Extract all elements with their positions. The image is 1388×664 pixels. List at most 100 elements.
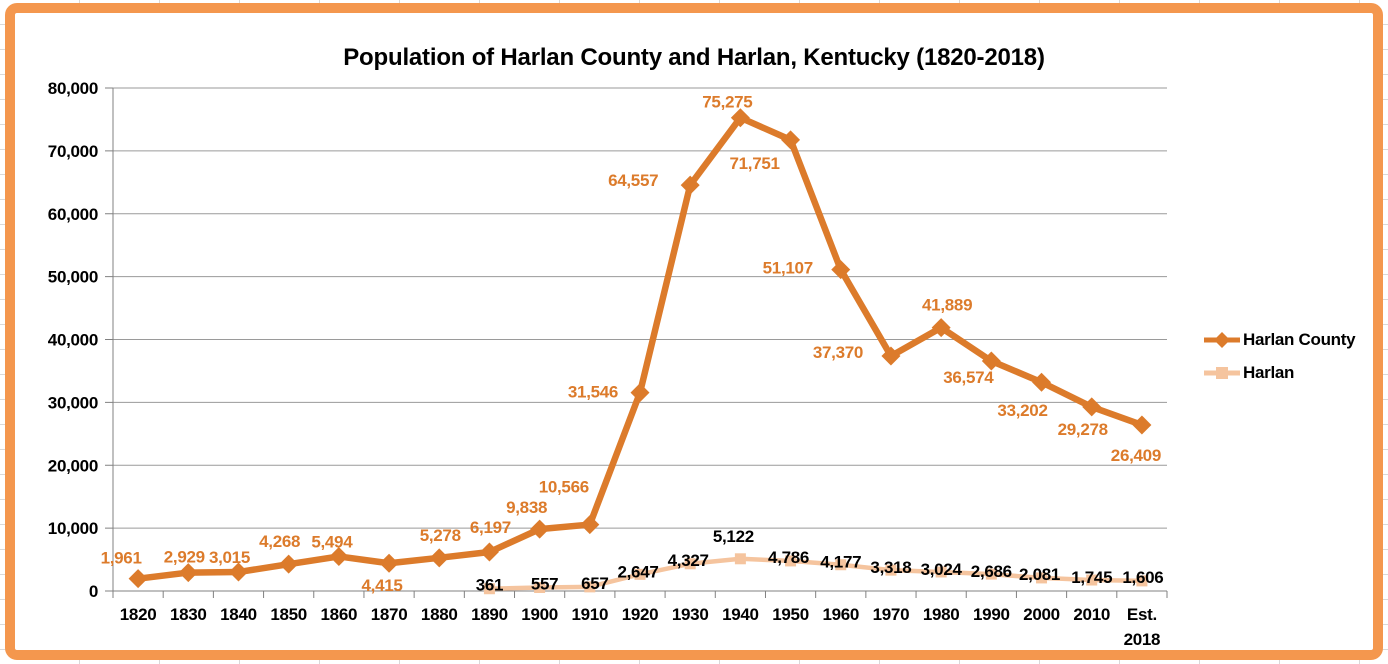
- x-axis-label: 1900: [521, 605, 558, 624]
- data-point-harlan: [1136, 575, 1148, 587]
- data-point-harlan: [584, 581, 596, 593]
- data-point-harlan-county: [831, 260, 851, 280]
- data-point-harlan-county: [931, 318, 951, 338]
- data-label-harlan-county: 71,751: [729, 154, 779, 173]
- data-point-harlan: [483, 583, 495, 595]
- data-label-harlan-county: 29,278: [1058, 420, 1108, 439]
- data-point-harlan: [734, 553, 746, 565]
- data-point-harlan: [1086, 574, 1098, 586]
- x-axis-label: 1890: [471, 605, 508, 624]
- legend-marker-harlan-icon: [1204, 367, 1240, 379]
- data-label-harlan: 2,081: [1019, 565, 1060, 584]
- data-label-harlan-county: 6,197: [470, 518, 511, 537]
- data-point-harlan: [634, 568, 646, 580]
- legend-label-harlan-county: Harlan County: [1243, 330, 1356, 349]
- y-axis-label: 30,000: [48, 393, 98, 412]
- x-axis-label: 1950: [772, 605, 809, 624]
- y-axis-label: 10,000: [48, 519, 98, 538]
- x-axis-label: 1960: [822, 605, 859, 624]
- data-label-harlan-county: 31,546: [568, 383, 618, 402]
- data-point-harlan: [785, 555, 797, 567]
- data-label-harlan-county: 37,370: [813, 343, 863, 362]
- chart-title: Population of Harlan County and Harlan, …: [343, 44, 1045, 71]
- data-point-harlan-county: [479, 542, 499, 562]
- legend-marker-harlan-county-icon: [1204, 332, 1240, 348]
- data-point-harlan-county: [178, 563, 198, 583]
- data-label-harlan-county: 26,409: [1111, 446, 1161, 465]
- series-line-harlan: [487, 556, 1145, 591]
- data-label-harlan: 2,686: [971, 562, 1012, 581]
- x-axis-label: 1970: [873, 605, 910, 624]
- data-label-harlan: 3,318: [870, 558, 911, 577]
- data-label-harlan: 657: [581, 574, 608, 593]
- data-label-harlan-county: 3,015: [209, 548, 250, 567]
- data-point-harlan-county: [981, 351, 1001, 371]
- x-axis-label: 1850: [270, 605, 307, 624]
- x-axis-label: 1940: [722, 605, 759, 624]
- data-point-harlan-county: [429, 548, 449, 568]
- x-axis-label: 1880: [421, 605, 458, 624]
- data-label-harlan: 1,745: [1071, 568, 1112, 587]
- data-point-harlan-county: [781, 130, 801, 150]
- data-label-harlan-county: 75,275: [702, 93, 752, 112]
- x-axis-label: 2000: [1023, 605, 1060, 624]
- chart-object-frame[interactable]: [5, 3, 1383, 660]
- data-point-harlan-county: [1082, 397, 1102, 417]
- y-axis-label: 20,000: [48, 456, 98, 475]
- legend-label-harlan: Harlan: [1243, 363, 1295, 382]
- y-axis-label: 80,000: [48, 79, 98, 98]
- data-label-harlan-county: 2,929: [164, 548, 205, 567]
- data-label-harlan: 4,177: [820, 553, 861, 572]
- data-label-harlan: 4,327: [668, 551, 709, 570]
- legend-entry-harlan: Harlan: [1203, 362, 1355, 384]
- data-label-harlan-county: 33,202: [997, 401, 1047, 420]
- data-point-harlan-county: [329, 546, 349, 566]
- data-point-harlan: [885, 564, 897, 576]
- data-label-harlan: 5,122: [713, 527, 754, 546]
- x-axis-label: 1910: [571, 605, 608, 624]
- y-axis-label: 0: [89, 582, 98, 601]
- data-point-harlan-county: [228, 562, 248, 582]
- x-axis-label: 1920: [622, 605, 659, 624]
- data-label-harlan-county: 5,278: [420, 526, 461, 545]
- x-axis-label: 2010: [1073, 605, 1110, 624]
- data-label-harlan-county: 36,574: [943, 368, 994, 387]
- y-axis-label: 50,000: [48, 268, 98, 287]
- x-axis-label: 1930: [672, 605, 709, 624]
- y-axis-label: 40,000: [48, 331, 98, 350]
- data-point-harlan: [985, 568, 997, 580]
- data-label-harlan-county: 4,268: [259, 532, 300, 551]
- data-point-harlan-county: [379, 553, 399, 573]
- data-point-harlan-county: [580, 515, 600, 535]
- y-axis-label: 60,000: [48, 205, 98, 224]
- data-label-harlan-county: 10,566: [539, 478, 589, 497]
- data-label-harlan-county: 64,557: [608, 171, 658, 190]
- data-label-harlan-county: 51,107: [763, 259, 813, 278]
- x-axis-label: 1980: [923, 605, 960, 624]
- legend-entry-harlan-county: Harlan County: [1203, 329, 1356, 351]
- data-label-harlan-county: 5,494: [311, 532, 353, 551]
- data-point-harlan-county: [530, 519, 550, 539]
- x-axis-label: 1830: [170, 605, 207, 624]
- x-axis-label: 1870: [371, 605, 408, 624]
- data-point-harlan-county: [1032, 372, 1052, 392]
- data-label-harlan: 361: [476, 576, 503, 595]
- x-axis-label: 1820: [120, 605, 157, 624]
- data-point-harlan-county: [630, 383, 650, 403]
- y-axis-label: 70,000: [48, 142, 98, 161]
- data-label-harlan-county: 41,889: [922, 296, 972, 315]
- data-label-harlan: 2,647: [617, 562, 658, 581]
- data-point-harlan-county: [279, 554, 299, 574]
- data-label-harlan-county: 4,415: [362, 576, 403, 595]
- data-point-harlan-county: [128, 569, 148, 589]
- data-point-harlan: [1036, 572, 1048, 584]
- x-axis-label: 1990: [973, 605, 1010, 624]
- data-point-harlan-county: [881, 346, 901, 366]
- data-label-harlan-county: 1,961: [101, 549, 142, 568]
- x-axis-label: 1840: [220, 605, 257, 624]
- x-axis-label: Est. 2018: [1124, 605, 1161, 649]
- data-label-harlan-county: 9,838: [506, 498, 547, 517]
- data-label-harlan: 1,606: [1122, 568, 1163, 587]
- data-point-harlan: [684, 558, 696, 570]
